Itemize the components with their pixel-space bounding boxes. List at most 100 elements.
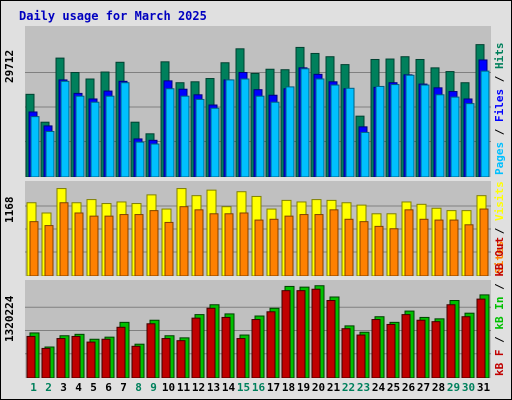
- pages-bar-day-13: [210, 107, 220, 177]
- legend-middle-part-2: Visits: [493, 181, 506, 221]
- pages-bar-day-26: [405, 74, 415, 177]
- legend-pages-files-hits: Pages / Files / Hits: [493, 28, 511, 176]
- day-label-12: 12: [191, 381, 206, 394]
- day-label-26: 26: [401, 381, 416, 394]
- kb-out-bar-day-27: [416, 319, 426, 378]
- day-label-2: 2: [45, 381, 52, 394]
- day-label-28: 28: [431, 381, 446, 394]
- day-label-15: 15: [236, 381, 251, 394]
- day-label-21: 21: [326, 381, 341, 394]
- kb-out-bar-day-6: [101, 338, 111, 378]
- sites-bar-day-2: [44, 225, 54, 276]
- kb-out-bar-day-30: [461, 316, 471, 378]
- day-label-27: 27: [416, 381, 431, 394]
- legend-top-part-2: Files: [493, 88, 506, 122]
- sites-bar-day-3: [59, 202, 69, 276]
- day-label-9: 9: [150, 381, 157, 394]
- kb-out-bar-day-25: [386, 323, 396, 378]
- kb-out-bar-day-23: [356, 334, 366, 378]
- sites-bar-day-24: [374, 225, 384, 276]
- pages-bar-day-2: [45, 130, 55, 177]
- pages-bar-day-3: [60, 80, 70, 177]
- legend-top-part-4: Hits: [493, 42, 506, 70]
- pages-bar-day-25: [390, 84, 400, 177]
- pages-bar-day-19: [300, 68, 310, 177]
- kb-chart: [25, 285, 491, 378]
- kb-out-bar-day-3: [56, 338, 66, 378]
- kb-out-bar-day-1: [26, 335, 36, 378]
- legend-kb: kB F / kB In / kB Out: [493, 237, 511, 377]
- legend-bottom-part-0: kB F: [493, 349, 506, 377]
- sites-bar-day-11: [179, 206, 189, 276]
- sites-bar-day-13: [209, 213, 219, 276]
- kb-out-bar-day-20: [311, 288, 321, 378]
- legend-bottom-part-2: kB In: [493, 296, 506, 330]
- sites-bar-day-1: [29, 221, 39, 276]
- sites-bar-day-23: [359, 221, 369, 276]
- day-label-22: 22: [341, 381, 356, 394]
- sites-bar-day-18: [284, 215, 294, 276]
- sites-bar-day-17: [269, 218, 279, 276]
- pages-bar-day-9: [150, 143, 160, 177]
- kb-out-bar-day-5: [86, 341, 96, 378]
- kb-out-bar-day-2: [41, 347, 51, 378]
- kb-out-bar-day-18: [281, 290, 291, 378]
- pages-bar-day-15: [240, 78, 250, 177]
- pages-bar-day-8: [135, 141, 145, 177]
- sites-bar-day-19: [299, 214, 309, 276]
- hits-files-pages-panel: [25, 26, 491, 177]
- day-label-24: 24: [371, 381, 386, 394]
- kb-out-bar-day-16: [251, 319, 261, 378]
- pages-bar-day-21: [330, 84, 340, 177]
- sites-bar-day-14: [224, 213, 234, 276]
- pages-bar-day-16: [255, 95, 265, 177]
- sites-bar-day-26: [404, 209, 414, 276]
- day-label-16: 16: [251, 381, 266, 394]
- day-label-30: 30: [461, 381, 476, 394]
- day-label-5: 5: [90, 381, 97, 394]
- kb-out-bar-day-13: [206, 307, 216, 378]
- kb-out-bar-day-24: [371, 319, 381, 378]
- sites-bar-day-6: [104, 215, 114, 276]
- pages-bar-day-14: [225, 79, 235, 177]
- kb-out-bar-day-7: [116, 326, 126, 378]
- pages-bar-day-7: [120, 82, 130, 177]
- pages-bar-day-29: [450, 96, 460, 177]
- sites-bar-day-8: [134, 214, 144, 276]
- kb-out-bar-day-19: [296, 290, 306, 378]
- pages-bar-day-17: [270, 101, 280, 177]
- hits-ymax-label: 29712: [3, 49, 16, 83]
- sites-bar-day-27: [419, 218, 429, 276]
- legend-bottom-part-4: kB Out: [493, 236, 506, 277]
- kb-out-bar-day-15: [236, 338, 246, 378]
- day-label-23: 23: [356, 381, 371, 394]
- kb-out-bar-day-10: [161, 338, 171, 378]
- legend-top-part-3: /: [493, 69, 506, 89]
- kb-out-bar-day-11: [176, 340, 186, 378]
- pages-bar-day-20: [315, 78, 325, 177]
- day-label-10: 10: [161, 381, 176, 394]
- kb-out-bar-day-22: [341, 328, 351, 378]
- chart-title: Daily usage for March 2025: [19, 9, 207, 23]
- day-label-17: 17: [266, 381, 281, 394]
- kb-out-bar-day-28: [431, 321, 441, 378]
- sites-bar-day-28: [434, 219, 444, 276]
- kb-out-bar-day-17: [266, 311, 276, 378]
- sites-bar-day-30: [464, 224, 474, 276]
- day-label-19: 19: [296, 381, 311, 394]
- pages-bar-day-4: [75, 95, 85, 177]
- kb-out-bar-day-8: [131, 345, 141, 378]
- day-label-25: 25: [386, 381, 401, 394]
- sites-bar-day-12: [194, 209, 204, 276]
- pages-bar-day-18: [285, 86, 295, 177]
- day-label-3: 3: [60, 381, 67, 394]
- sites-bar-day-22: [344, 218, 354, 276]
- legend-bottom-part-3: /: [493, 276, 506, 297]
- pages-bar-day-1: [30, 116, 40, 177]
- day-label-29: 29: [446, 381, 461, 394]
- pages-bar-day-30: [465, 103, 475, 177]
- pages-bar-day-27: [420, 84, 430, 177]
- pages-bar-day-12: [195, 98, 205, 177]
- legend-bottom-part-1: /: [493, 329, 506, 350]
